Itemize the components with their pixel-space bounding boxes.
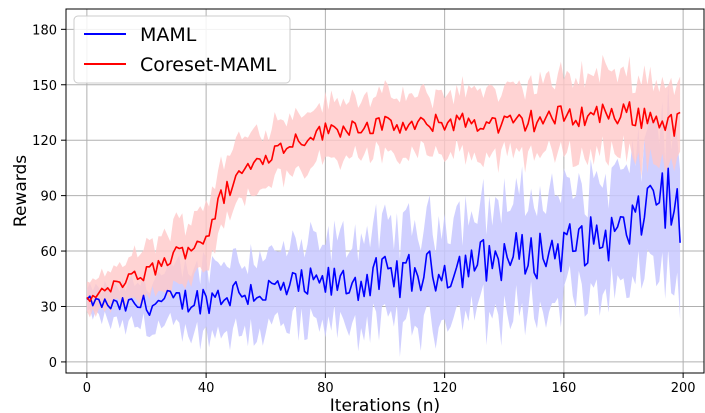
std-bands <box>86 54 681 357</box>
band-maml <box>86 84 681 357</box>
x-tick-label: 160 <box>551 381 576 396</box>
y-tick-label: 150 <box>32 79 57 94</box>
x-tick-label: 80 <box>317 381 334 396</box>
y-tick-label: 30 <box>40 300 57 315</box>
axis-ticks: 0 40 80 120 160 200 0 30 60 90 120 150 180 <box>32 23 695 396</box>
x-tick-label: 40 <box>198 381 215 396</box>
x-tick-label: 200 <box>671 381 696 396</box>
y-tick-label: 60 <box>40 245 57 260</box>
x-tick-label: 0 <box>83 381 91 396</box>
y-tick-label: 90 <box>40 190 57 205</box>
legend: MAML Coreset-MAML <box>73 15 291 84</box>
legend-label-coreset-maml: Coreset-MAML <box>140 54 277 76</box>
line-maml <box>86 167 681 316</box>
line-coreset-maml <box>86 101 681 303</box>
y-axis-label: Rewards <box>11 155 31 227</box>
plot-frame <box>65 8 705 374</box>
x-axis-label: Iterations (n) <box>330 396 440 413</box>
legend-label-maml: MAML <box>140 24 197 46</box>
y-tick-label: 120 <box>32 134 57 149</box>
x-tick-label: 120 <box>432 381 457 396</box>
legend-box <box>73 15 291 84</box>
series-lines <box>86 101 681 316</box>
y-tick-label: 180 <box>32 23 57 38</box>
y-tick-label: 0 <box>49 356 57 371</box>
